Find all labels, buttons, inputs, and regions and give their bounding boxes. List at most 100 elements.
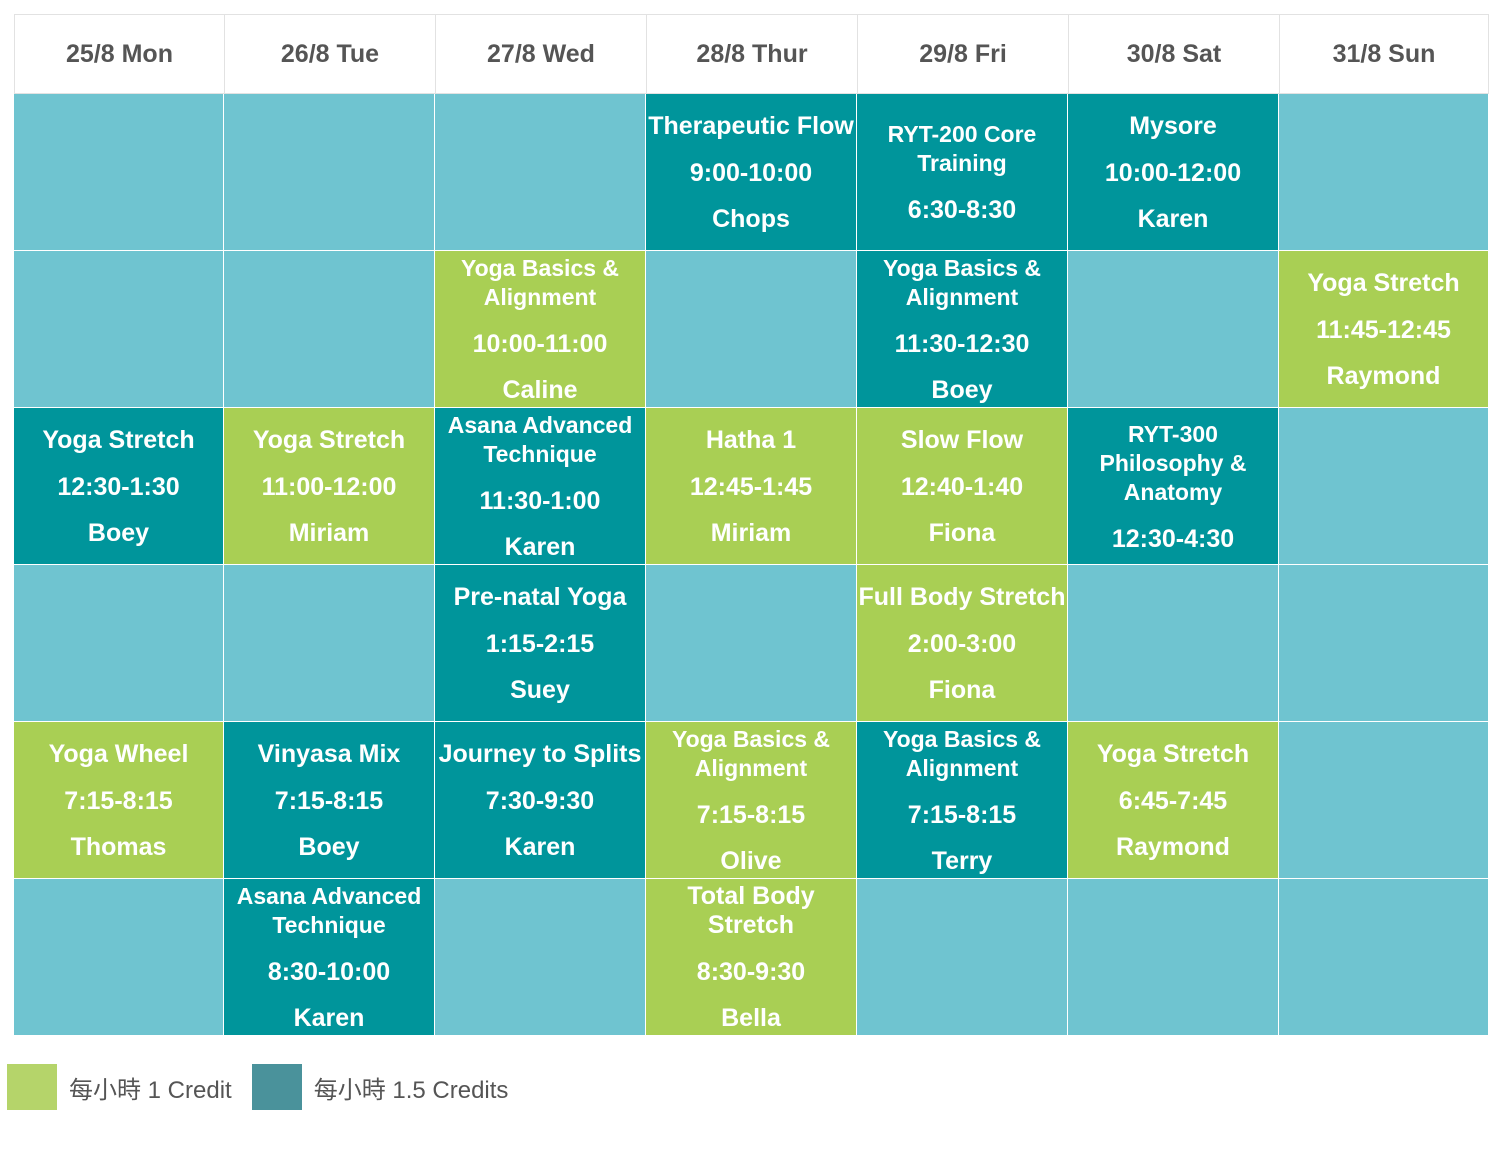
empty-slot: [224, 94, 435, 251]
class-time: 6:30-8:30: [907, 196, 1017, 224]
class-slot[interactable]: Yoga Basics & Alignment 10:00-11:00 Caline: [435, 251, 646, 408]
class-slot[interactable]: Yoga Stretch 11:00-12:00 Miriam: [224, 408, 435, 565]
class-time: 7:15-8:15: [64, 786, 173, 815]
class-time: 11:00-12:00: [261, 472, 397, 501]
class-instructor: Caline: [502, 376, 578, 404]
class-slot[interactable]: Asana Advanced Technique 11:30-1:00 Karen: [435, 408, 646, 565]
class-time: 10:00-11:00: [472, 330, 608, 358]
class-instructor: Miriam: [710, 518, 792, 547]
empty-slot: [14, 565, 224, 722]
class-slot[interactable]: Yoga Stretch 11:45-12:45 Raymond: [1279, 251, 1489, 408]
class-instructor: Boey: [298, 832, 360, 861]
empty-slot: [1279, 565, 1489, 722]
class-slot[interactable]: Yoga Basics & Alignment 7:15-8:15 Terry: [857, 722, 1068, 879]
day-header: 27/8 Wed: [435, 14, 646, 94]
class-time: 8:30-10:00: [267, 958, 391, 986]
class-title: Yoga Basics & Alignment: [882, 255, 1042, 310]
class-title: Yoga Stretch: [1307, 268, 1460, 297]
class-time: 7:15-8:15: [274, 786, 384, 815]
class-instructor: Fiona: [928, 675, 996, 704]
class-slot[interactable]: Yoga Stretch 12:30-1:30 Boey: [14, 408, 224, 565]
class-instructor: Olive: [720, 847, 782, 875]
class-slot[interactable]: RYT-300 Philosophy & Anatomy 12:30-4:30: [1068, 408, 1279, 565]
empty-slot: [857, 879, 1068, 1036]
class-time: 10:00-12:00: [1104, 158, 1242, 187]
class-time: 1:15-2:15: [485, 629, 595, 658]
class-title: Yoga Basics & Alignment: [882, 726, 1042, 781]
class-instructor: Karen: [293, 1004, 365, 1032]
class-title: Asana Advanced Technique: [447, 412, 633, 467]
day-header: 31/8 Sun: [1279, 14, 1489, 94]
class-slot[interactable]: Therapeutic Flow 9:00-10:00 Chops: [646, 94, 857, 251]
legend-swatch-1-credit: [7, 1064, 57, 1110]
empty-slot: [1068, 879, 1279, 1036]
empty-slot: [646, 565, 857, 722]
class-time: 7:30-9:30: [485, 786, 595, 815]
empty-slot: [435, 94, 646, 251]
class-slot[interactable]: Yoga Stretch 6:45-7:45 Raymond: [1068, 722, 1279, 879]
day-header: 29/8 Fri: [857, 14, 1068, 94]
class-time: 12:30-1:30: [57, 472, 180, 501]
weekly-class-schedule: 25/8 Mon 26/8 Tue 27/8 Wed 28/8 Thur 29/8 Fr…: [14, 14, 1489, 1037]
empty-slot: [1279, 722, 1489, 879]
class-slot[interactable]: Pre-natal Yoga 1:15-2:15 Suey: [435, 565, 646, 722]
class-slot[interactable]: RYT-200 Core Training 6:30-8:30: [857, 94, 1068, 251]
class-instructor: Miriam: [288, 518, 370, 547]
class-title: Mysore: [1129, 111, 1217, 140]
empty-slot: [1279, 879, 1489, 1036]
class-instructor: Chops: [712, 204, 790, 233]
class-time: 11:45-12:45: [1316, 315, 1451, 344]
class-time: 12:45-1:45: [689, 472, 813, 501]
class-instructor: Boey: [87, 518, 150, 547]
class-slot[interactable]: Yoga Basics & Alignment 11:30-12:30 Boey: [857, 251, 1068, 408]
class-instructor: Karen: [504, 832, 576, 861]
class-slot[interactable]: Vinyasa Mix 7:15-8:15 Boey: [224, 722, 435, 879]
class-slot[interactable]: Asana Advanced Technique 8:30-10:00 Karen: [224, 879, 435, 1036]
class-instructor: Karen: [504, 533, 576, 561]
class-time: 11:30-12:30: [894, 330, 1030, 358]
class-title: Hatha 1: [705, 425, 797, 454]
class-title: Total Body Stretch: [687, 882, 815, 939]
day-header: 26/8 Tue: [224, 14, 435, 94]
class-instructor: Fiona: [928, 518, 996, 547]
class-title: RYT-300 Philosophy & Anatomy: [1099, 420, 1247, 505]
day-header: 30/8 Sat: [1068, 14, 1279, 94]
class-time: 11:30-1:00: [479, 487, 601, 515]
class-time: 8:30-9:30: [696, 958, 806, 986]
class-slot[interactable]: Total Body Stretch 8:30-9:30 Bella: [646, 879, 857, 1036]
class-instructor: Terry: [931, 847, 993, 875]
class-title: Yoga Stretch: [1096, 739, 1250, 768]
class-title: Yoga Wheel: [48, 739, 189, 768]
class-time: 12:40-1:40: [900, 472, 1024, 501]
class-title: Full Body Stretch: [858, 582, 1066, 611]
legend-label-1-5-credits: 每小時 1.5 Credits: [313, 1076, 509, 1104]
class-instructor: Raymond: [1116, 832, 1230, 861]
legend-swatch-1-5-credits: [251, 1064, 302, 1110]
class-instructor: Karen: [1137, 204, 1209, 233]
day-header: 28/8 Thur: [646, 14, 857, 94]
class-slot[interactable]: Slow Flow 12:40-1:40 Fiona: [857, 408, 1068, 565]
empty-slot: [14, 879, 224, 1036]
class-title: Yoga Basics & Alignment: [671, 726, 831, 781]
class-title: Yoga Basics & Alignment: [460, 255, 620, 310]
empty-slot: [224, 251, 435, 408]
class-slot[interactable]: Full Body Stretch 2:00-3:00 Fiona: [857, 565, 1068, 722]
empty-slot: [224, 565, 435, 722]
day-header: 25/8 Mon: [14, 14, 224, 94]
credit-legend: 每小時 1 Credit 每小時 1.5 Credits: [7, 1064, 528, 1110]
class-slot[interactable]: Yoga Wheel 7:15-8:15 Thomas: [14, 722, 224, 879]
class-slot[interactable]: Journey to Splits 7:30-9:30 Karen: [435, 722, 646, 879]
class-slot[interactable]: Yoga Basics & Alignment 7:15-8:15 Olive: [646, 722, 857, 879]
empty-slot: [435, 879, 646, 1036]
class-instructor: Thomas: [70, 832, 167, 861]
class-instructor: Boey: [931, 376, 993, 404]
class-title: Therapeutic Flow: [648, 111, 854, 140]
class-time: 12:30-4:30: [1111, 524, 1235, 553]
class-slot[interactable]: Hatha 1 12:45-1:45 Miriam: [646, 408, 857, 565]
class-title: Slow Flow: [900, 425, 1024, 454]
class-time: 7:15-8:15: [907, 801, 1017, 829]
class-time: 6:45-7:45: [1118, 786, 1228, 815]
empty-slot: [1068, 565, 1279, 722]
class-slot[interactable]: Mysore 10:00-12:00 Karen: [1068, 94, 1279, 251]
empty-slot: [14, 94, 224, 251]
